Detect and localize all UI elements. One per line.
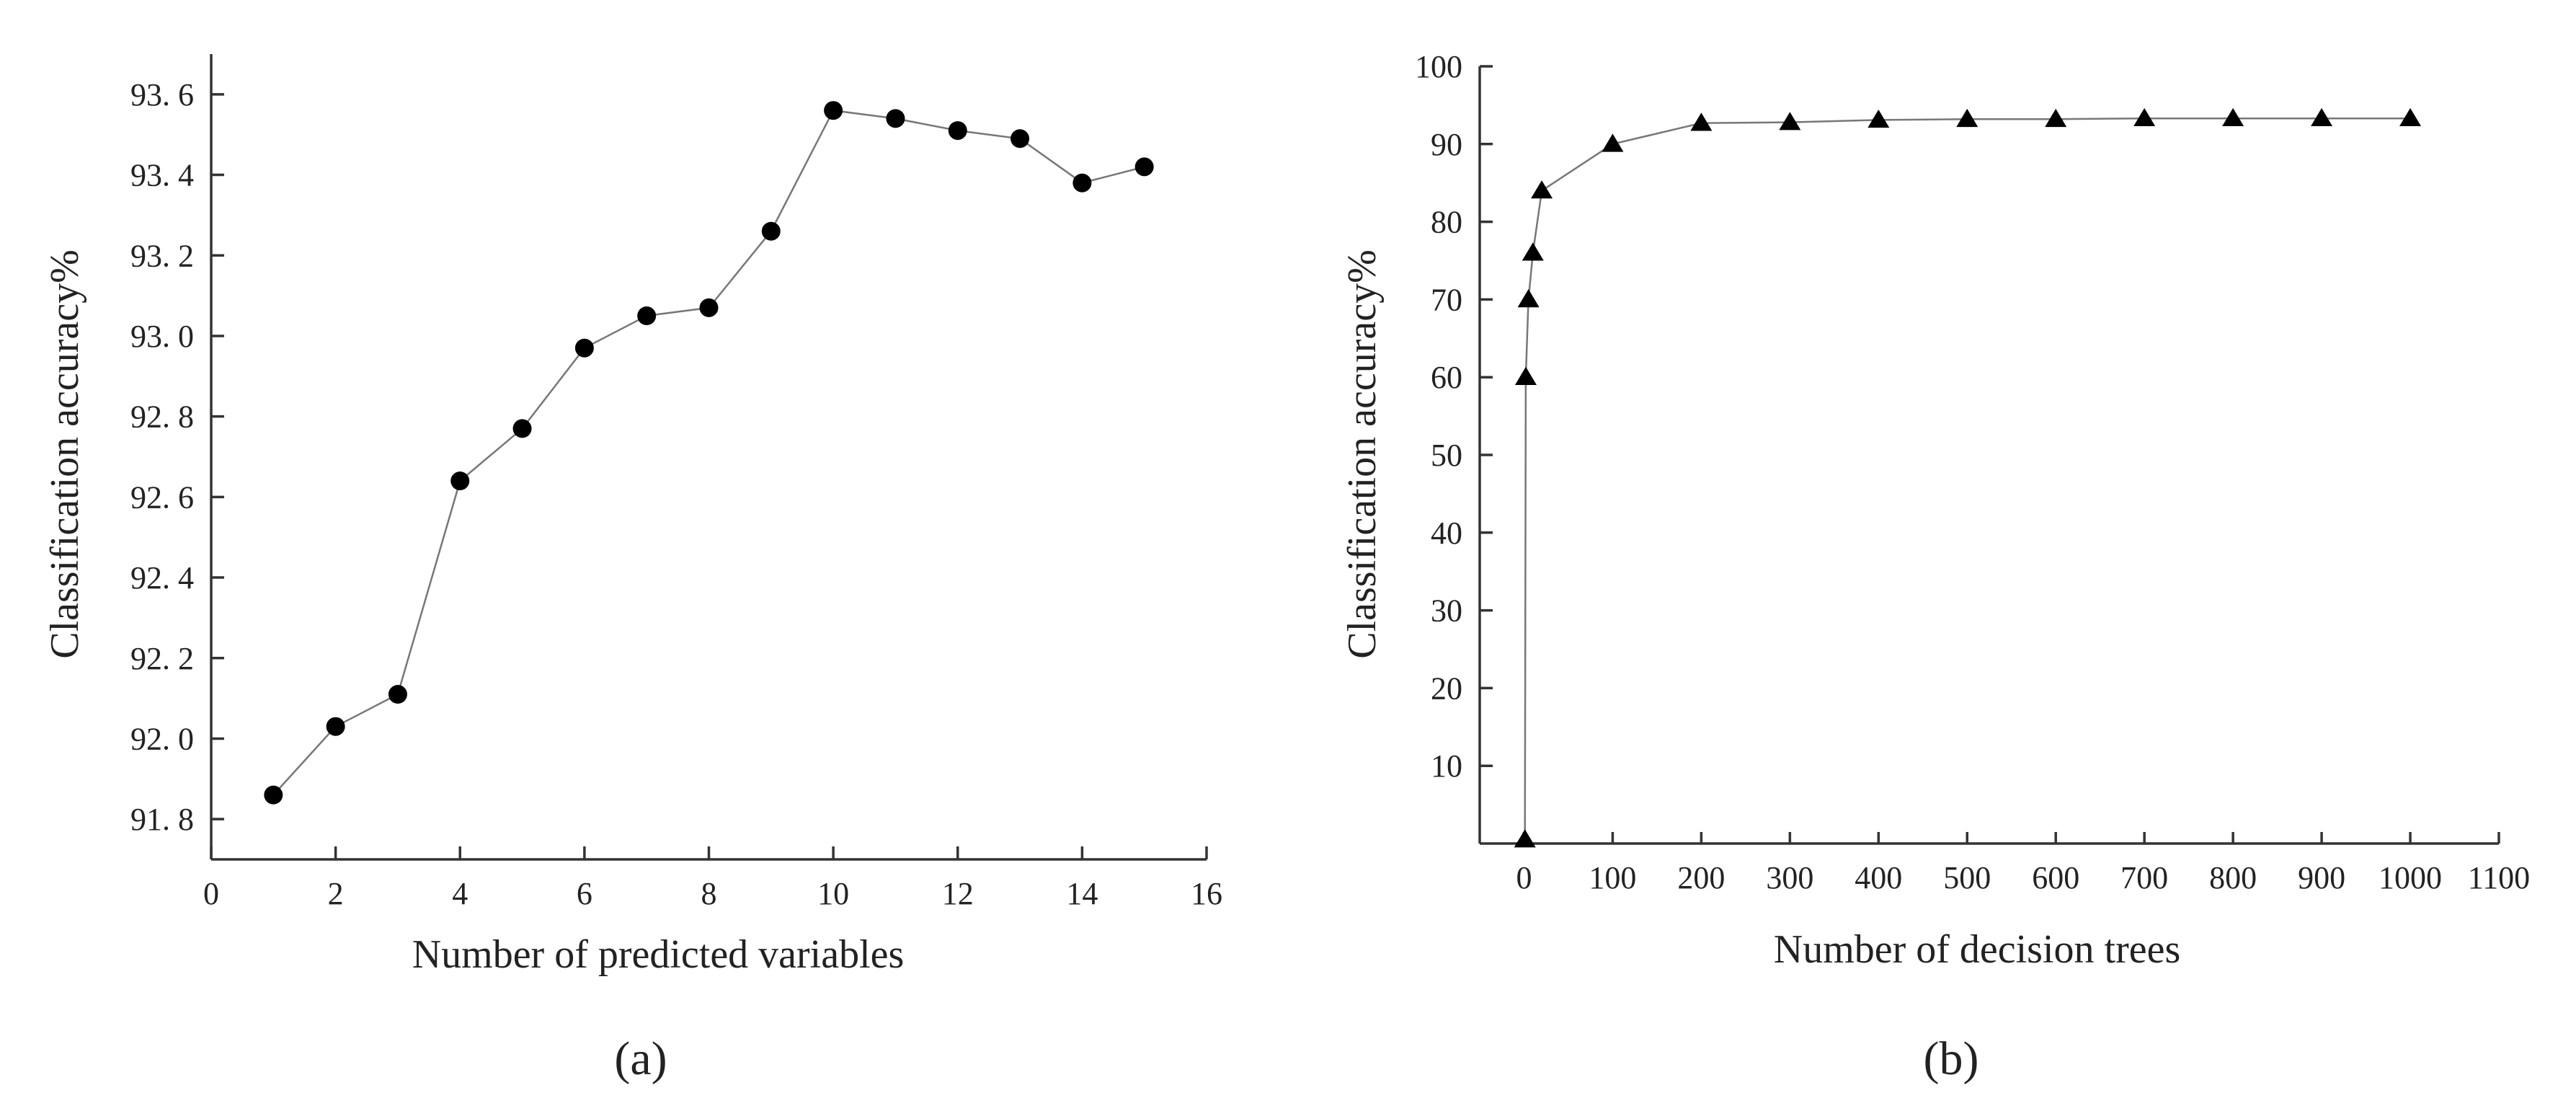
chart-b-y-tick-label: 20: [1431, 670, 1462, 706]
chart-b-y-tick-label: 90: [1431, 127, 1462, 162]
chart-b-x-tick-label: 100: [1589, 860, 1636, 895]
chart-a-x-tick-label: 8: [701, 876, 717, 911]
chart-a-x-tick-label: 16: [1191, 876, 1222, 911]
chart-b-data-point: [1956, 108, 1978, 128]
chart-b-y-tick-label: 60: [1431, 360, 1462, 395]
chart-b-x-tick-label: 800: [2209, 860, 2257, 895]
chart-b-x-axis-title: Number of decision trees: [1774, 927, 2180, 972]
chart-b-data-point: [1867, 109, 1890, 128]
chart-b-x-tick-label: 300: [1766, 860, 1813, 895]
chart-a-y-tick-label: 91. 8: [130, 802, 194, 837]
chart-a-data-point: [761, 221, 781, 241]
chart-a-data-point: [1134, 157, 1154, 177]
chart-b: 0 100 200 300 400 500 600 700 800 900 1000 1100 10 2…: [1340, 49, 2530, 1085]
chart-a-y-tick-label: 93. 4: [130, 158, 194, 193]
chart-b-x-tick-label: 900: [2298, 860, 2345, 895]
chart-b-y-tick-label: 100: [1415, 49, 1462, 84]
chart-b-y-tick-label: 80: [1431, 205, 1462, 240]
chart-a-x-ticks: 0 2 4 6 8 10 12 14 16: [203, 846, 1222, 911]
chart-b-data-point: [2045, 108, 2067, 128]
chart-a-y-tick-label: 93. 0: [130, 319, 194, 354]
chart-a-x-tick-label: 2: [328, 876, 344, 911]
chart-a-y-tick-label: 92. 8: [130, 399, 194, 435]
chart-a-x-tick-label: 6: [577, 876, 592, 911]
chart-b-x-tick-label: 200: [1677, 860, 1725, 895]
chart-a-x-tick-label: 10: [817, 876, 849, 911]
chart-a-data-point: [824, 101, 843, 120]
chart-b-y-tick-label: 30: [1431, 593, 1462, 629]
chart-b-y-tick-label: 40: [1431, 515, 1462, 551]
chart-a-y-tick-label: 92. 4: [130, 560, 194, 596]
chart-a-y-tick-label: 92. 2: [130, 641, 194, 676]
chart-b-data-point: [2311, 107, 2333, 127]
chart-a-data-point: [450, 472, 470, 491]
chart-a-markers: [264, 101, 1154, 805]
chart-b-data-point: [2222, 107, 2244, 127]
chart-a-y-axis-title: Classification accuracy%: [43, 249, 87, 659]
chart-a-y-tick-label: 93. 2: [130, 238, 194, 273]
chart-a-x-tick-label: 0: [203, 876, 219, 911]
chart-a-x-tick-label: 14: [1066, 876, 1098, 911]
chart-a: 0 2 4 6 8 10 12 14 16 91. 892. 092. 292. 492. 69…: [43, 54, 1222, 1085]
chart-b-x-tick-label: 0: [1516, 860, 1532, 895]
chart-a-data-point: [637, 306, 657, 326]
chart-b-y-tick-label: 50: [1431, 438, 1462, 473]
chart-b-x-ticks: 0 100 200 300 400 500 600 700 800 900 1000 1100: [1516, 832, 2530, 895]
chart-a-data-point: [388, 685, 407, 704]
chart-a-data-point: [699, 298, 719, 317]
chart-b-panel-label: (b): [1924, 1032, 1979, 1085]
chart-b-data-point: [2399, 107, 2422, 127]
chart-b-markers: [1514, 107, 2422, 848]
chart-a-data-point: [1072, 173, 1092, 192]
chart-b-x-tick-label: 1000: [2379, 860, 2442, 895]
chart-b-data-point: [1517, 289, 1540, 308]
chart-b-y-axis-title: Classification accuracy%: [1340, 249, 1385, 659]
chart-b-y-tick-label: 10: [1431, 748, 1462, 784]
chart-b-x-tick-label: 500: [1943, 860, 1991, 895]
chart-a-data-point: [948, 121, 967, 141]
chart-a-x-axis-title: Number of predicted variables: [412, 932, 905, 977]
chart-b-data-point: [1522, 242, 1544, 261]
chart-b-data-point: [2133, 107, 2156, 127]
chart-b-data-point: [1602, 133, 1624, 152]
chart-b-x-tick-label: 1100: [2468, 860, 2530, 895]
chart-a-data-point: [512, 419, 532, 438]
chart-b-data-point: [1779, 112, 1801, 130]
chart-a-y-ticks: 91. 8 92. 0 92. 2 92. 4 92. 6 92. 8 93. 0 93. 2…: [130, 77, 224, 837]
chart-a-x-tick-label: 12: [942, 876, 974, 911]
chart-a-y-tick-label: 92. 0: [130, 721, 194, 756]
chart-b-data-point: [1690, 112, 1713, 131]
chart-b-x-tick-label: 700: [2120, 860, 2168, 895]
chart-a-data-point: [326, 717, 345, 736]
chart-a-y-tick-label: 93. 6: [130, 77, 194, 112]
chart-b-x-tick-label: 400: [1855, 860, 1902, 895]
chart-a-panel-label: (a): [614, 1032, 667, 1085]
chart-a-data-point: [886, 109, 905, 128]
chart-a-data-point: [264, 785, 283, 805]
chart-a-y-tick-label: 92. 6: [130, 479, 194, 515]
chart-a-x-tick-label: 4: [452, 876, 468, 911]
chart-a-data-point: [574, 338, 594, 358]
chart-b-data-point: [1514, 829, 1536, 848]
chart-b-series-line: [1524, 117, 2410, 840]
chart-b-y-ticks: 10 20 30 40 50 60 70 80 90 100: [1415, 49, 1493, 784]
chart-b-y-tick-label: 70: [1431, 282, 1462, 317]
chart-b-x-tick-label: 600: [2032, 860, 2079, 895]
chart-b-data-point: [1531, 180, 1553, 199]
chart-a-data-point: [1011, 129, 1030, 149]
chart-b-data-point: [1514, 366, 1537, 385]
